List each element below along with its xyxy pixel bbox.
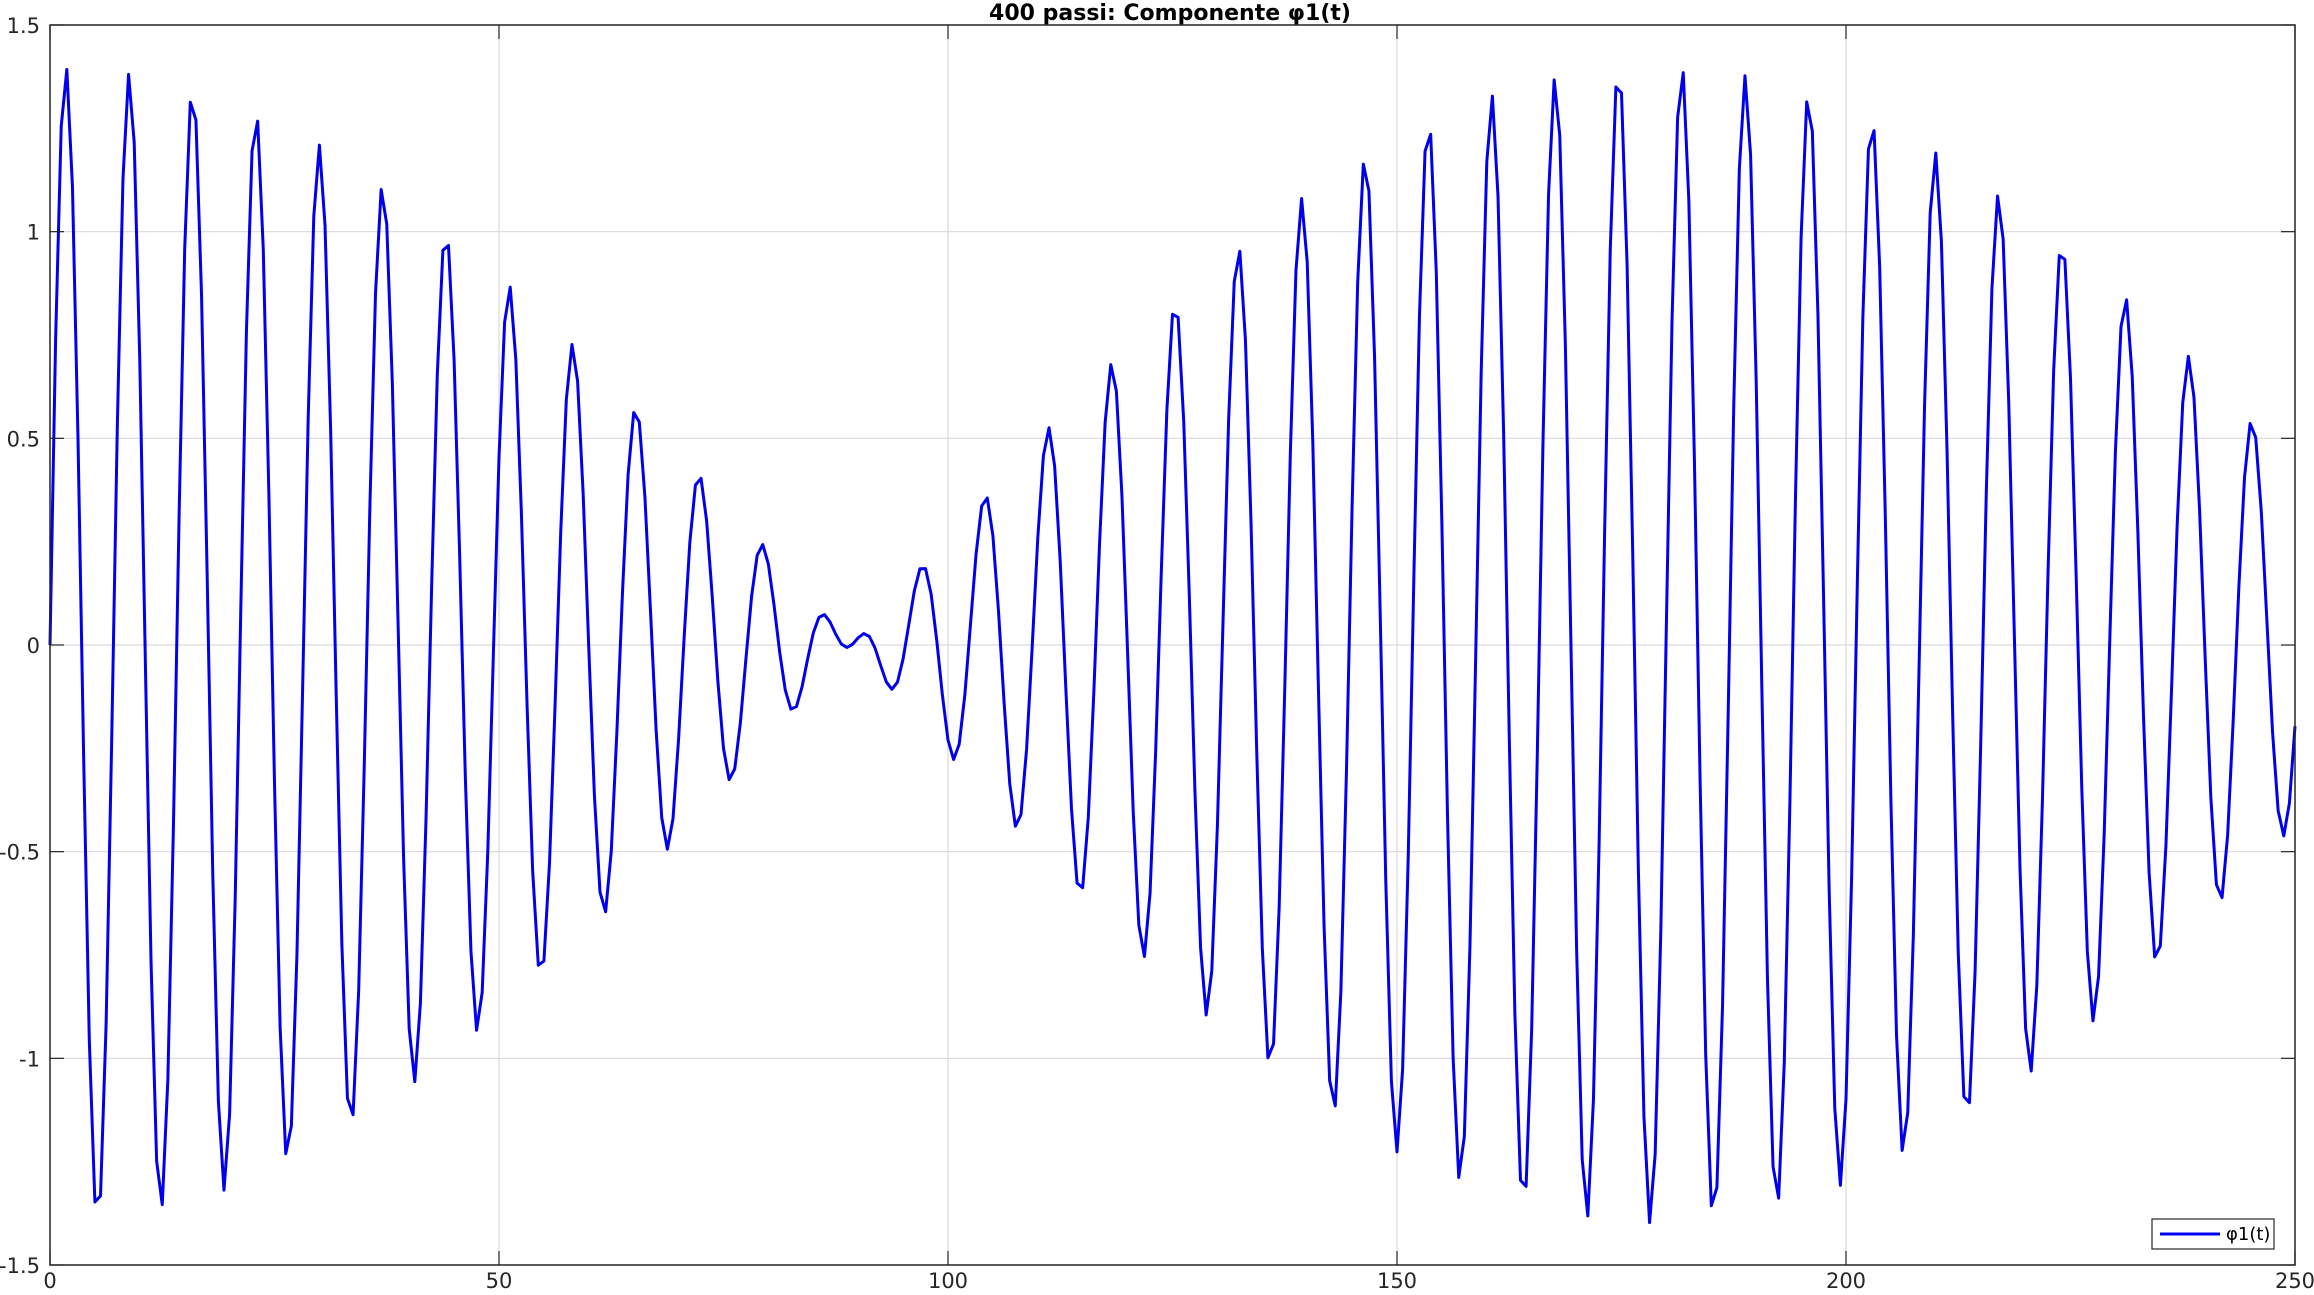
y-tick-label: 0.5 [7,427,40,451]
x-tick-label: 0 [43,1269,56,1293]
y-tick-label: -1 [19,1047,40,1071]
y-axis: -1.5 -1 -0.5 0 0.5 1 1.5 [0,14,2295,1278]
x-tick-label: 250 [2275,1269,2314,1293]
x-axis: 0 50 100 150 200 250 [43,25,2314,1293]
y-tick-label: -1.5 [0,1254,40,1278]
y-tick-label: 1.5 [7,14,40,38]
legend-entry-phi1: φ1(t) [2226,1224,2270,1245]
y-tick-label: 0 [27,634,40,658]
y-tick-label: 1 [27,221,40,245]
series-phi1-line [48,67,2297,1225]
chart-title: 400 passi: Componente φ1(t) [989,1,1351,26]
y-tick-label: -0.5 [0,841,40,865]
x-tick-label: 50 [486,1269,513,1293]
legend: φ1(t) [2151,1218,2275,1250]
grid-lines [49,24,2296,1266]
x-tick-label: 200 [1826,1269,1866,1293]
x-tick-label: 150 [1377,1269,1417,1293]
x-tick-label: 100 [928,1269,968,1293]
